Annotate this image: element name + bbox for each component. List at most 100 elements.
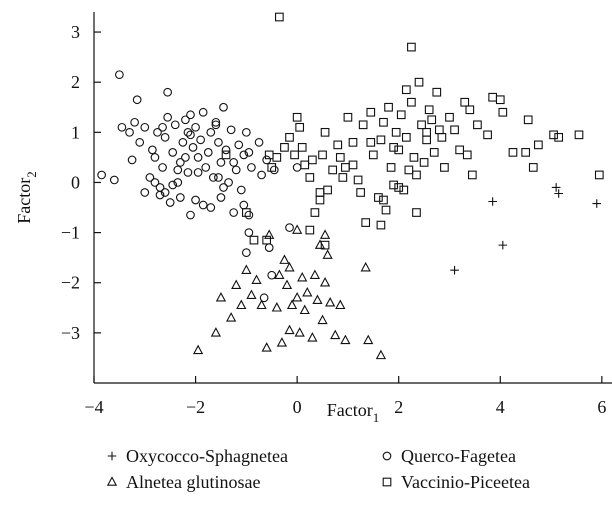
data-point-square: [549, 130, 558, 140]
data-point-square: [450, 125, 459, 135]
data-point-circle: [254, 138, 264, 147]
data-point-triangle: [251, 274, 262, 284]
data-point-triangle: [284, 324, 295, 335]
data-point-circle: [196, 135, 205, 145]
data-point-square: [417, 120, 426, 130]
data-point-circle: [198, 200, 208, 210]
data-point-square: [554, 132, 564, 142]
data-point-triangle: [314, 239, 326, 249]
data-point-circle: [219, 183, 228, 192]
y-tick-label: −2: [61, 273, 80, 293]
data-point-square: [419, 158, 429, 167]
data-point-square: [594, 170, 604, 180]
data-point-plus: [554, 189, 563, 198]
data-point-square: [353, 175, 363, 185]
data-point-plus: [551, 183, 561, 192]
data-point-circle: [175, 193, 185, 202]
x-tick-label: 0: [293, 397, 302, 417]
data-point-circle: [203, 148, 213, 157]
data-point-circle: [257, 170, 266, 180]
legend-label: Querco-Fagetea: [401, 446, 516, 466]
legend-label: Vaccinio-Piceetea: [401, 472, 530, 492]
data-point-square: [424, 105, 434, 115]
data-point-square: [422, 127, 431, 137]
data-point-square: [280, 143, 289, 152]
data-point-circle: [155, 190, 165, 200]
data-point-square: [394, 183, 404, 192]
data-point-circle: [173, 178, 183, 187]
y-tick-label: 0: [71, 172, 80, 192]
data-point-circle: [259, 293, 269, 303]
data-point-square: [523, 115, 533, 125]
legend-marker-triangle: [106, 476, 118, 486]
data-point-square: [221, 150, 231, 160]
data-point-circle: [269, 165, 279, 175]
data-point-square: [358, 120, 368, 130]
data-point-triangle: [279, 254, 290, 264]
y-tick-label: 2: [71, 72, 80, 92]
data-point-circle: [239, 200, 249, 210]
data-point-circle: [188, 143, 198, 152]
data-point-circle: [244, 210, 254, 220]
data-point-square: [315, 195, 325, 205]
series-square: [221, 12, 604, 250]
data-point-circle: [208, 173, 218, 182]
data-point-square: [498, 107, 508, 117]
data-point-triangle: [276, 337, 288, 347]
data-point-circle: [170, 120, 180, 130]
data-point-square: [467, 170, 477, 180]
data-point-triangle: [375, 349, 387, 360]
data-point-circle: [160, 132, 170, 142]
data-point-circle: [127, 155, 137, 165]
x-axis-title-subscript: 1: [373, 410, 380, 425]
y-axis-title-subscript: 2: [24, 171, 39, 178]
data-point-triangle: [340, 334, 351, 345]
data-point-circle: [132, 95, 142, 105]
data-point-square: [465, 105, 475, 115]
y-tick-label: −3: [61, 323, 80, 343]
data-point-circle: [224, 178, 233, 187]
data-point-square: [361, 218, 371, 227]
data-point-circle: [211, 120, 221, 130]
data-point-circle: [140, 188, 150, 197]
data-point-circle: [206, 203, 216, 212]
data-point-circle: [191, 195, 200, 205]
data-point-square: [528, 163, 538, 172]
data-point-circle: [186, 210, 195, 220]
data-point-circle: [247, 163, 256, 172]
data-point-triangle: [307, 332, 318, 342]
data-point-plus: [592, 199, 602, 208]
data-point-triangle: [330, 329, 341, 340]
data-point-triangle: [210, 327, 222, 337]
data-point-circle: [181, 115, 190, 125]
data-point-triangle: [246, 289, 257, 300]
legend-marker-plus: [107, 451, 117, 461]
data-point-triangle: [322, 249, 333, 259]
y-tick-label: 3: [71, 22, 80, 42]
data-point-circle: [242, 248, 251, 257]
data-point-triangle: [261, 342, 272, 352]
data-point-circle: [168, 180, 178, 190]
data-point-circle: [242, 127, 251, 137]
data-point-square: [437, 132, 447, 142]
data-point-circle: [158, 122, 167, 132]
series-triangle: [192, 224, 387, 360]
data-point-square: [381, 205, 391, 215]
data-point-circle: [125, 127, 134, 137]
data-point-triangle: [264, 229, 275, 239]
data-point-circle: [193, 153, 203, 162]
data-point-square: [460, 97, 470, 107]
data-point-square: [483, 130, 492, 140]
data-point-square: [429, 148, 439, 157]
plot-area: [97, 12, 604, 360]
legend-marker-circle: [382, 451, 392, 461]
data-point-triangle: [292, 292, 303, 302]
data-point-square: [455, 145, 464, 155]
x-tick-label: 6: [597, 397, 606, 417]
x-tick-label: −4: [84, 397, 103, 417]
data-point-square: [343, 112, 353, 122]
data-point-circle: [216, 158, 226, 167]
data-point-plus: [450, 265, 459, 275]
data-point-circle: [175, 158, 185, 167]
data-point-square: [422, 135, 431, 145]
